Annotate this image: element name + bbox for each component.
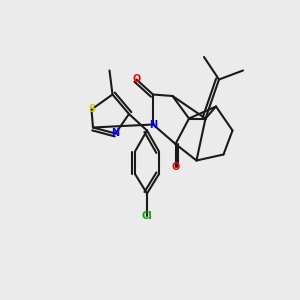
Text: O: O: [132, 74, 141, 85]
Text: S: S: [88, 104, 95, 115]
Text: Cl: Cl: [142, 211, 152, 221]
Text: N: N: [111, 128, 120, 139]
Text: O: O: [171, 161, 180, 172]
Text: N: N: [149, 119, 157, 130]
